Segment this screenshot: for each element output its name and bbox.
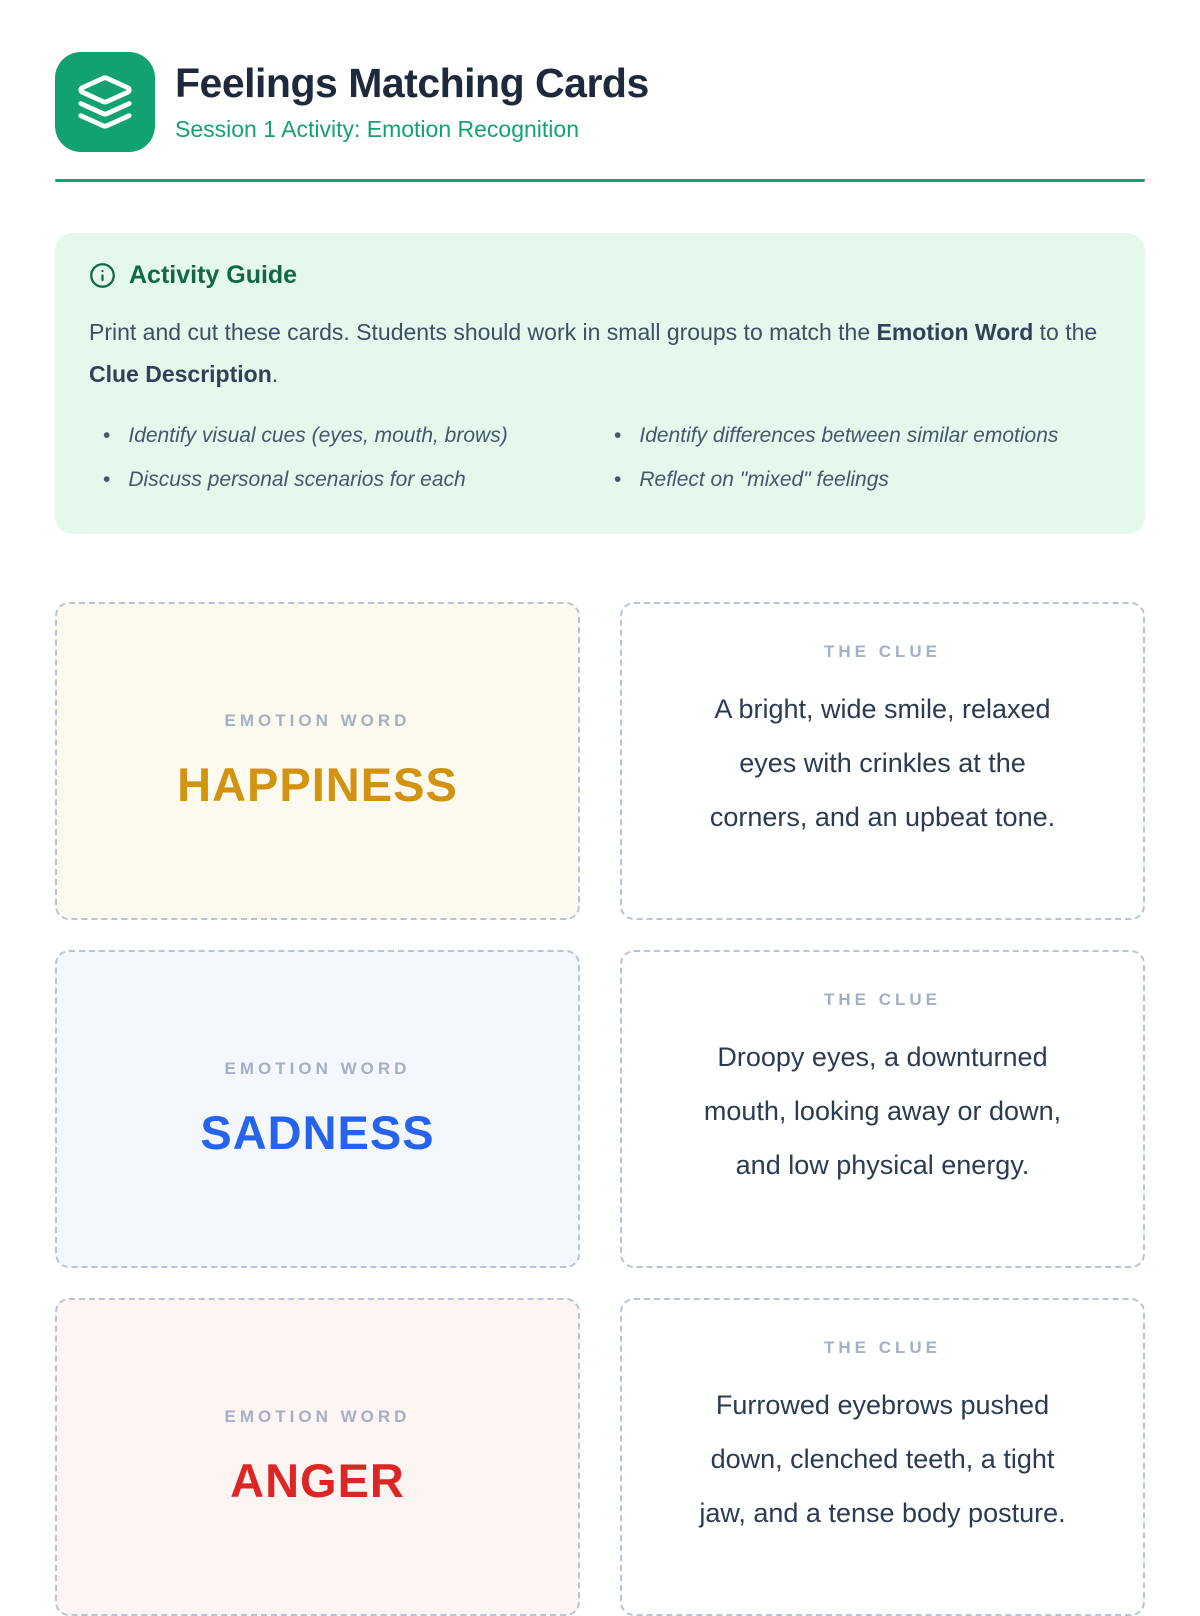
page-title: Feelings Matching Cards (175, 60, 649, 107)
emotion-word-anger: ANGER (230, 1453, 405, 1507)
list-item: Discuss personal scenarios for each (89, 463, 600, 496)
info-icon (90, 263, 115, 288)
emotion-word-label: EMOTION WORD (224, 710, 411, 730)
layers-icon (78, 75, 132, 129)
list-item: Identify differences between similar emo… (600, 419, 1111, 452)
guide-intro-segment: Print and cut these cards. Students shou… (89, 319, 877, 345)
guide-intro-segment: . (271, 360, 279, 387)
guide-intro-segment: to the (1033, 319, 1098, 345)
clue-label: THE CLUE (824, 1338, 941, 1358)
guide-intro-segment-bold: Clue Description (89, 360, 272, 387)
emotion-word-label: EMOTION WORD (224, 1058, 411, 1078)
guide-bullets: Identify visual cues (eyes, mouth, brows… (89, 408, 1111, 496)
emotion-word-sadness: SADNESS (200, 1105, 435, 1159)
clue-card-anger: THE CLUE Furrowed eyebrows pushed down, … (620, 1298, 1145, 1616)
clue-label: THE CLUE (824, 642, 941, 662)
guide-header: Activity Guide (89, 261, 1111, 290)
activity-guide-panel: Activity Guide Print and cut these cards… (55, 233, 1145, 535)
cards-grid: EMOTION WORD HAPPINESS THE CLUE A bright… (55, 602, 1145, 1616)
page-subtitle: Session 1 Activity: Emotion Recognition (175, 115, 579, 142)
emotion-card-happiness: EMOTION WORD HAPPINESS (55, 602, 580, 921)
clue-card-happiness: THE CLUE A bright, wide smile, relaxed e… (620, 602, 1145, 921)
list-item: Identify visual cues (eyes, mouth, brows… (89, 419, 600, 452)
clue-card-sadness: THE CLUE Droopy eyes, a downturned mouth… (620, 950, 1145, 1269)
guide-intro: Print and cut these cards. Students shou… (89, 312, 1111, 396)
emotion-card-anger: EMOTION WORD ANGER (55, 1298, 580, 1616)
clue-text-anger: Furrowed eyebrows pushed down, clenched … (699, 1390, 1066, 1529)
list-item: Reflect on "mixed" feelings (600, 463, 1111, 496)
guide-title: Activity Guide (129, 261, 298, 289)
header: Feelings Matching Cards Session 1 Activi… (55, 52, 1145, 152)
guide-intro-segment-bold: Emotion Word (876, 319, 1034, 345)
emotion-word-happiness: HAPPINESS (177, 757, 458, 811)
clue-label: THE CLUE (824, 990, 941, 1010)
clue-text-happiness: A bright, wide smile, relaxed eyes with … (709, 694, 1056, 833)
header-divider (55, 179, 1145, 182)
clue-text-sadness: Droopy eyes, a downturned mouth, looking… (703, 1042, 1062, 1181)
app-logo (55, 52, 155, 152)
bullet-list-right: Identify differences between similar emo… (600, 408, 1111, 496)
emotion-word-label: EMOTION WORD (224, 1406, 411, 1426)
header-text: Feelings Matching Cards Session 1 Activi… (175, 61, 649, 142)
emotion-card-sadness: EMOTION WORD SADNESS (55, 950, 580, 1269)
bullet-list-left: Identify visual cues (eyes, mouth, brows… (89, 408, 600, 496)
